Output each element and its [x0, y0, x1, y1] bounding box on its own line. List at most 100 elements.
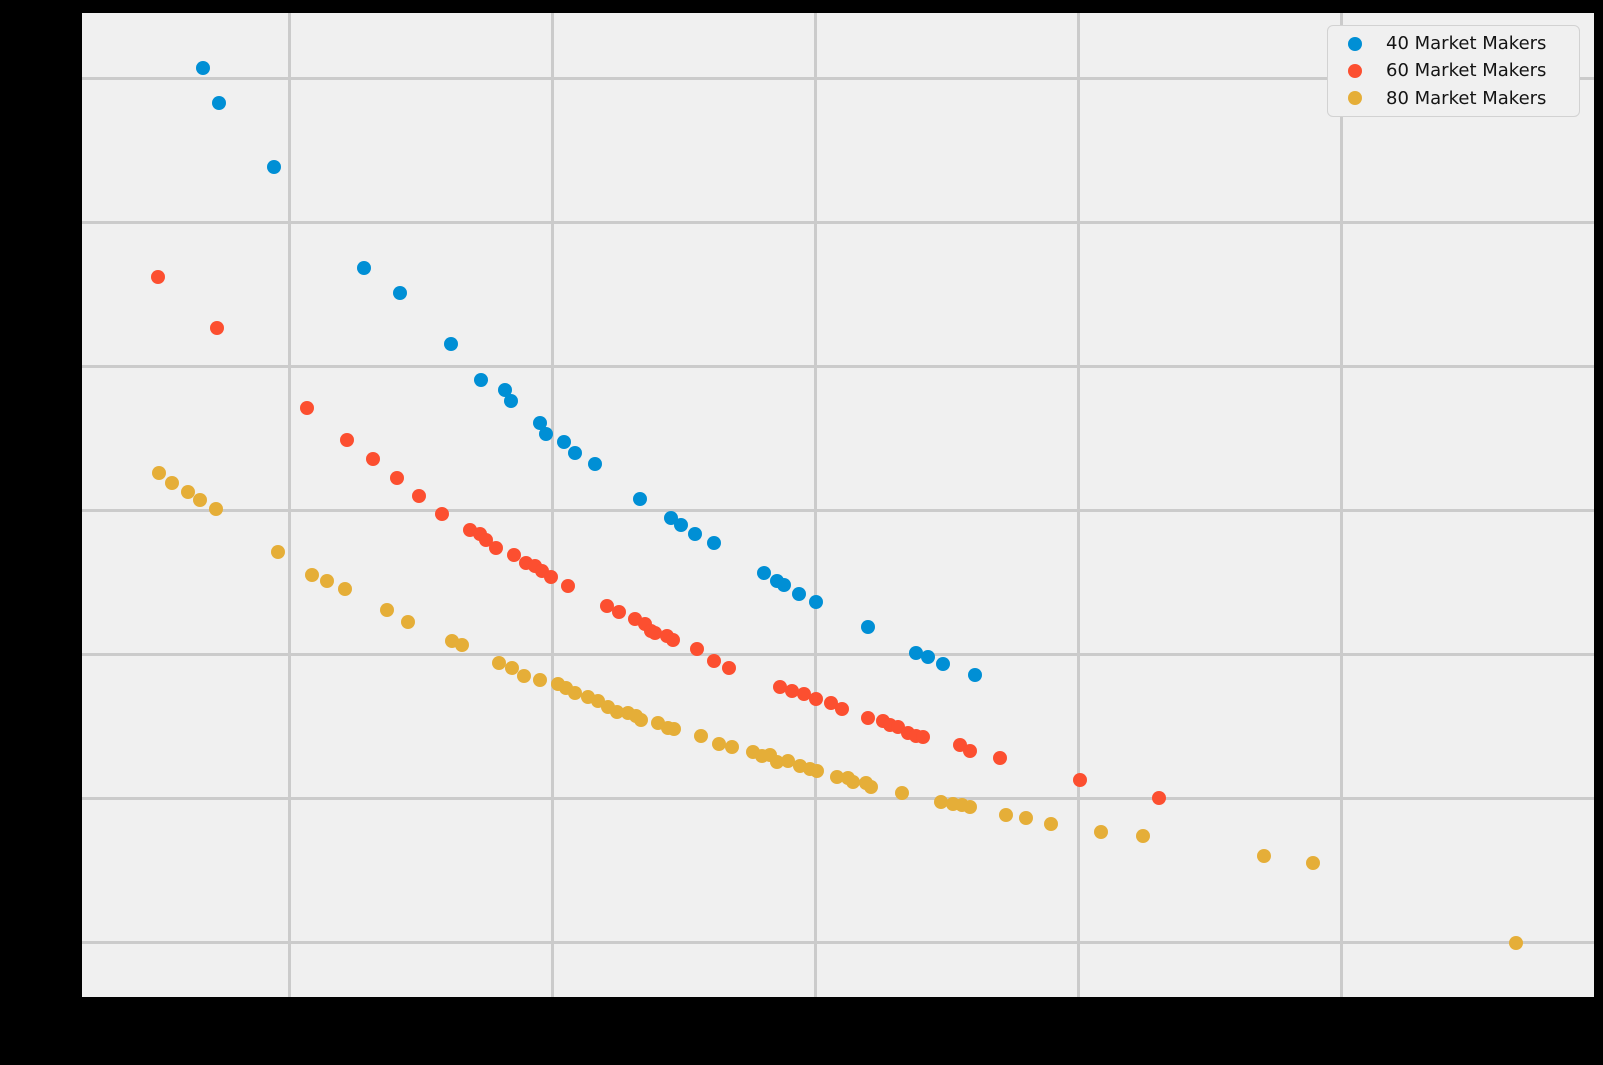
legend-item-40-market-makers: 40 Market Makers	[1328, 33, 1579, 54]
scatter-point-series-2	[648, 626, 662, 640]
scatter-point-series-2	[835, 702, 849, 716]
scatter-point-series-2	[544, 570, 558, 584]
scatter-point-series-3	[895, 786, 909, 800]
scatter-point-series-3	[610, 705, 624, 719]
scatter-point-series-3	[810, 764, 824, 778]
scatter-point-series-1	[633, 492, 647, 506]
scatter-point-series-1	[539, 427, 553, 441]
gridline-horizontal	[82, 940, 1594, 944]
scatter-point-series-2	[489, 541, 503, 555]
legend-item-80-market-makers: 80 Market Makers	[1328, 88, 1579, 109]
scatter-point-series-3	[181, 485, 195, 499]
scatter-point-series-2	[916, 730, 930, 744]
scatter-point-series-3	[864, 780, 878, 794]
scatter-point-series-2	[824, 696, 838, 710]
scatter-point-series-2	[785, 684, 799, 698]
legend-marker-icon	[1348, 63, 1362, 78]
scatter-point-series-1	[393, 286, 407, 300]
scatter-point-series-3	[1044, 817, 1058, 831]
scatter-point-series-3	[1257, 849, 1271, 863]
scatter-point-series-3	[634, 713, 648, 727]
scatter-point-series-2	[600, 599, 614, 613]
legend: 40 Market Makers 60 Market Makers 80 Marke…	[1327, 25, 1580, 117]
scatter-point-series-3	[380, 603, 394, 617]
scatter-point-series-1	[588, 457, 602, 471]
scatter-point-series-2	[797, 687, 811, 701]
scatter-point-series-1	[444, 337, 458, 351]
scatter-point-series-3	[401, 615, 415, 629]
scatter-point-series-3	[846, 775, 860, 789]
scatter-point-series-1	[688, 527, 702, 541]
scatter-point-series-3	[934, 795, 948, 809]
scatter-point-series-2	[993, 751, 1007, 765]
legend-marker-icon	[1348, 36, 1362, 51]
gridline-horizontal	[82, 364, 1594, 368]
legend-marker-icon	[1348, 91, 1362, 106]
scatter-point-series-1	[557, 435, 571, 449]
scatter-point-series-3	[165, 476, 179, 490]
scatter-point-series-1	[498, 383, 512, 397]
scatter-point-series-1	[707, 536, 721, 550]
scatter-point-series-1	[504, 394, 518, 408]
scatter-point-series-1	[792, 587, 806, 601]
gridline-horizontal	[82, 220, 1594, 224]
scatter-point-series-3	[770, 755, 784, 769]
gridline-vertical	[550, 13, 554, 997]
scatter-point-series-3	[712, 737, 726, 751]
scatter-point-series-2	[861, 711, 875, 725]
scatter-point-series-2	[390, 471, 404, 485]
gridline-horizontal	[82, 796, 1594, 800]
scatter-point-series-2	[210, 321, 224, 335]
scatter-point-series-2	[666, 633, 680, 647]
scatter-point-series-1	[674, 518, 688, 532]
scatter-point-series-2	[507, 548, 521, 562]
scatter-point-series-3	[725, 740, 739, 754]
scatter-point-series-3	[963, 800, 977, 814]
scatter-point-series-1	[936, 657, 950, 671]
scatter-point-series-3	[271, 545, 285, 559]
scatter-point-series-3	[305, 568, 319, 582]
scatter-point-series-3	[517, 669, 531, 683]
plot-area	[82, 13, 1594, 997]
legend-item-label: 40 Market Makers	[1386, 33, 1547, 55]
gridline-horizontal	[82, 652, 1594, 656]
scatter-point-series-1	[921, 650, 935, 664]
scatter-point-series-1	[809, 595, 823, 609]
gridline-vertical	[813, 13, 817, 997]
scatter-point-series-2	[722, 661, 736, 675]
scatter-point-series-2	[412, 489, 426, 503]
scatter-point-series-3	[568, 686, 582, 700]
scatter-point-series-1	[861, 620, 875, 634]
scatter-point-series-3	[209, 502, 223, 516]
scatter-point-series-2	[690, 642, 704, 656]
scatter-point-series-1	[212, 96, 226, 110]
scatter-point-series-3	[1136, 829, 1150, 843]
gridline-vertical	[1339, 13, 1343, 997]
scatter-point-series-2	[340, 433, 354, 447]
scatter-point-series-3	[193, 493, 207, 507]
scatter-point-series-1	[909, 646, 923, 660]
scatter-point-series-3	[1509, 936, 1523, 950]
scatter-point-series-3	[1019, 811, 1033, 825]
scatter-point-series-2	[366, 452, 380, 466]
scatter-point-series-3	[1094, 825, 1108, 839]
scatter-point-series-1	[777, 578, 791, 592]
scatter-point-series-2	[1152, 791, 1166, 805]
legend-item-label: 60 Market Makers	[1386, 60, 1547, 82]
scatter-point-series-1	[196, 61, 210, 75]
scatter-point-series-2	[561, 579, 575, 593]
scatter-point-series-3	[999, 808, 1013, 822]
scatter-point-series-3	[505, 661, 519, 675]
scatter-point-series-1	[267, 160, 281, 174]
gridline-vertical	[287, 13, 291, 997]
scatter-point-series-3	[830, 770, 844, 784]
scatter-point-series-3	[1306, 856, 1320, 870]
scatter-point-series-3	[694, 729, 708, 743]
scatter-point-series-3	[781, 754, 795, 768]
scatter-point-series-2	[707, 654, 721, 668]
scatter-point-series-1	[968, 668, 982, 682]
scatter-point-series-1	[474, 373, 488, 387]
scatter-point-series-3	[533, 673, 547, 687]
scatter-point-series-2	[1073, 773, 1087, 787]
